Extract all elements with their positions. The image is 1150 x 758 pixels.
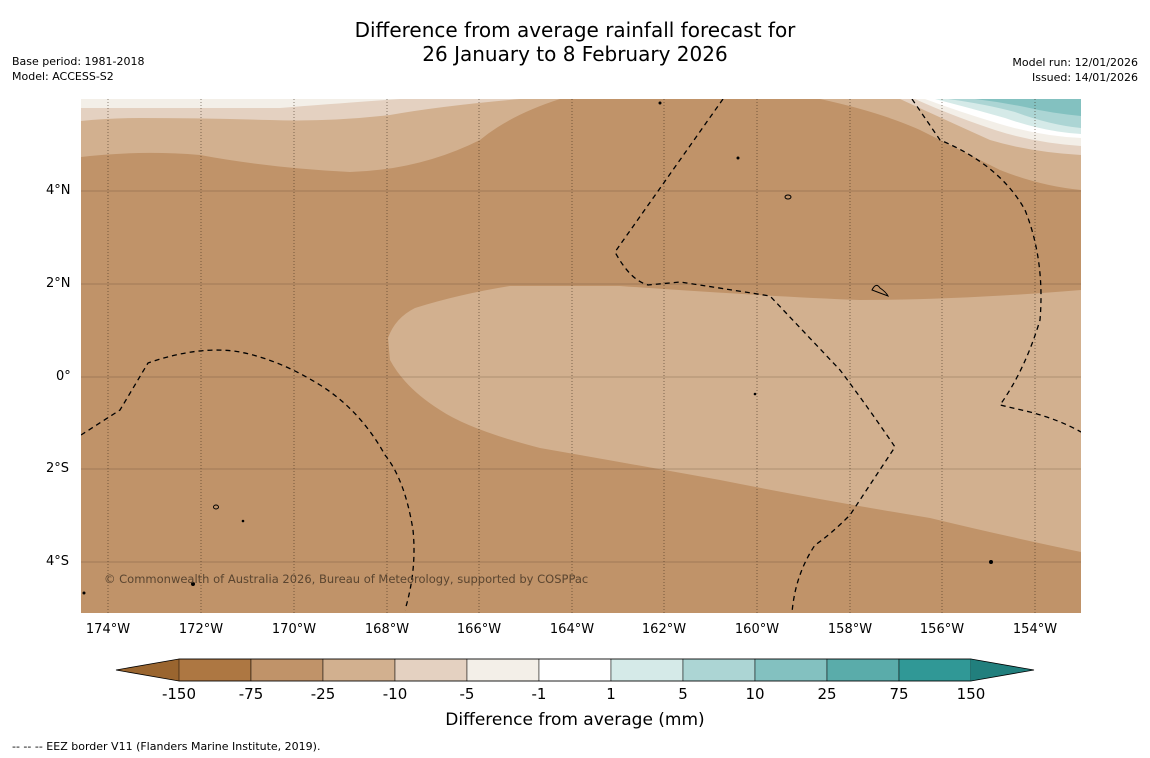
anomaly-ne-wet-3 [975, 99, 1081, 116]
lat-label-4S: 4°S [46, 554, 70, 569]
colorbar-tick: 5 [678, 685, 688, 703]
colorbar-cell [466, 658, 540, 682]
copyright-notice: © Commonwealth of Australia 2026, Bureau… [104, 572, 589, 586]
issued-date: Issued: 14/01/2026 [1031, 71, 1138, 84]
lon-label: 170°W [271, 622, 317, 637]
colorbar-cell [826, 658, 900, 682]
colorbar-tick: 75 [889, 685, 909, 703]
colorbar-outline [115, 658, 1035, 682]
lon-label: 172°W [178, 622, 224, 637]
lon-label: 168°W [364, 622, 410, 637]
chart-title: Difference from average rainfall forecas… [0, 18, 1150, 66]
colorbar-tick: -10 [382, 685, 408, 703]
colorbar-tick: 1 [606, 685, 616, 703]
lon-label: 154°W [1012, 622, 1058, 637]
meta-left: Base period: 1981-2018 Model: ACCESS-S2 [12, 54, 144, 84]
colorbar-cell [754, 658, 828, 682]
graticule [81, 190, 1081, 563]
colorbar-tick: -150 [161, 685, 197, 703]
lat-label-2N: 2°N [46, 276, 71, 291]
colorbar-cell [610, 658, 684, 682]
model-run: Model run: 12/01/2026 [1012, 56, 1138, 69]
lon-label: 160°W [734, 622, 780, 637]
lon-label: 158°W [827, 622, 873, 637]
colorbar-cell [322, 658, 396, 682]
lon-label: 174°W [85, 622, 131, 637]
colorbar-tick: 10 [745, 685, 765, 703]
anomaly-band-north-3 [81, 99, 400, 108]
colorbar-cell [538, 658, 612, 682]
meta-right: Model run: 12/01/2026 Issued: 14/01/2026 [1012, 55, 1138, 85]
colorbar-tick: 25 [817, 685, 837, 703]
anomaly-tongue-equatorial [388, 286, 1081, 552]
colorbar-cell [898, 658, 972, 682]
lon-label: 164°W [549, 622, 595, 637]
colorbar-cell [178, 658, 252, 682]
colorbar-tick: -25 [310, 685, 336, 703]
lon-label: 166°W [456, 622, 502, 637]
colorbar-cell [250, 658, 324, 682]
lat-label-0: 0° [56, 369, 71, 384]
title-line-2: 26 January to 8 February 2026 [422, 42, 728, 66]
eez-borders [81, 99, 1081, 613]
colorbar-cell [682, 658, 756, 682]
islands [82, 101, 993, 595]
lat-label-2S: 2°S [46, 461, 70, 476]
lon-label: 162°W [641, 622, 687, 637]
eez-footnote: -- -- -- EEZ border V11 (Flanders Marine… [12, 740, 321, 753]
lon-label: 156°W [919, 622, 965, 637]
colorbar-title: Difference from average (mm) [445, 710, 705, 730]
model-name: Model: ACCESS-S2 [12, 70, 114, 83]
colorbar-cell [394, 658, 468, 682]
base-period: Base period: 1981-2018 [12, 55, 145, 68]
colorbar-under-arrow [116, 659, 179, 681]
map-area [81, 99, 1081, 613]
lat-label-4N: 4°N [46, 183, 71, 198]
colorbar-over-arrow [971, 659, 1034, 681]
colorbar-tick: -75 [238, 685, 264, 703]
title-line-1: Difference from average rainfall forecas… [354, 18, 796, 42]
colorbar-cells [178, 658, 972, 682]
colorbar [115, 658, 1035, 682]
colorbar-tick: 150 [956, 685, 986, 703]
colorbar-tick: -5 [459, 685, 475, 703]
colorbar-tick: -1 [531, 685, 547, 703]
